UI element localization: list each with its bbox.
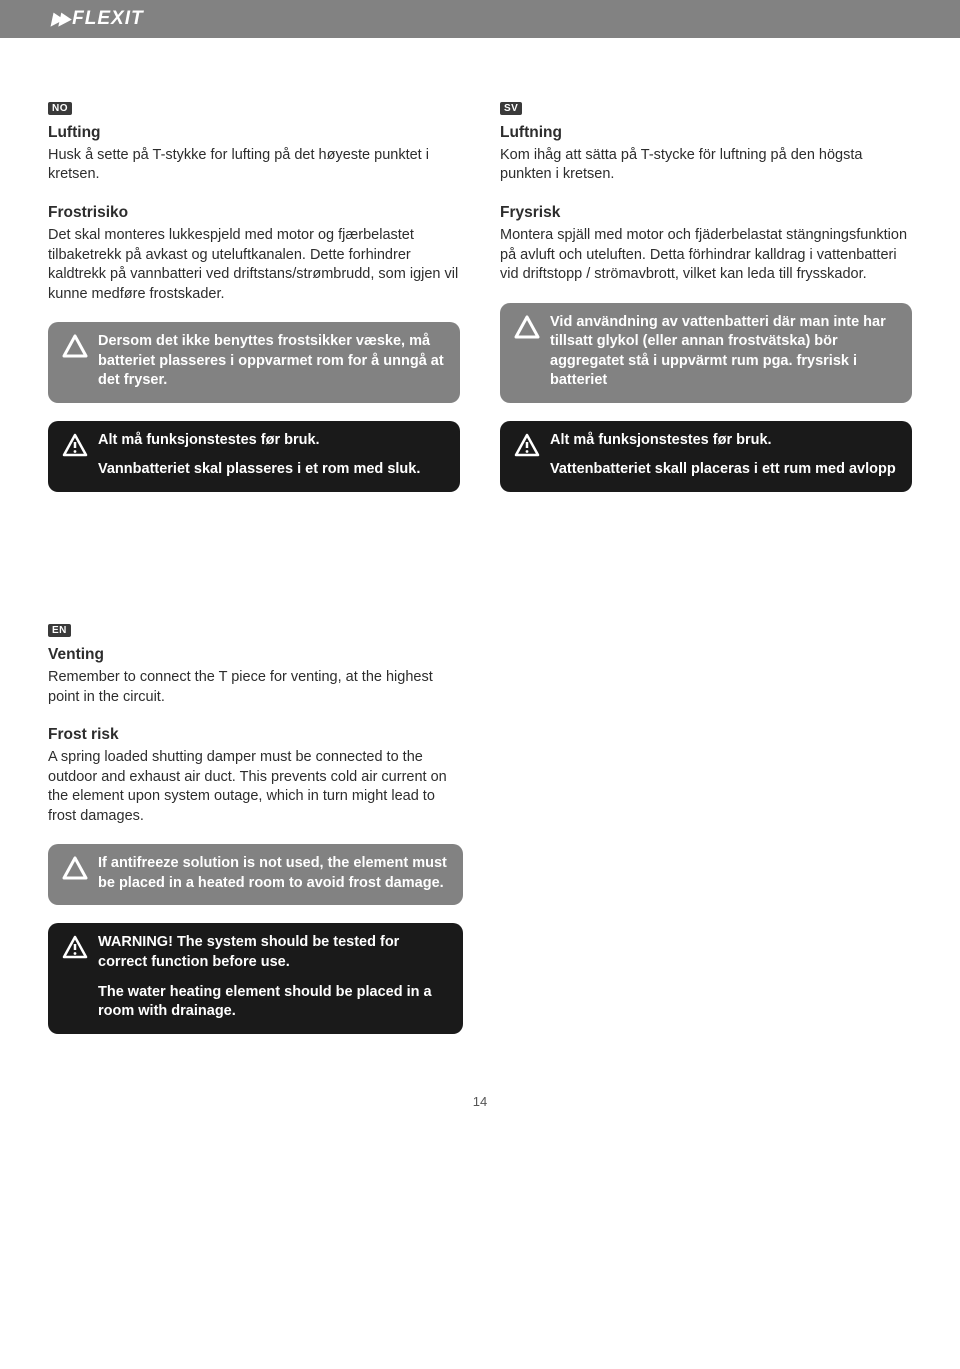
lang-tag-en: EN [48,624,71,637]
sv-section-frysrisk: Frysrisk Montera spjäll med motor och fj… [500,203,912,285]
warning-icon [514,433,540,464]
sv-grey-callout: Vid användning av vattenbatteri där man … [500,303,912,403]
no-grey-callout: Dersom det ikke benyttes frostsikker væs… [48,322,460,403]
logo: ▶▶ FLEXIT [50,8,144,30]
en-grey-text: If antifreeze solution is not used, the … [98,854,449,893]
no-lufting-title: Lufting [48,123,460,144]
sv-black-text: Alt må funksjonstestes før bruk. Vattenb… [550,431,896,480]
en-black-line2: The water heating element should be plac… [98,983,449,1022]
logo-text: FLEXIT [72,8,143,30]
triangle-icon [62,334,88,365]
en-venting-body: Remember to connect the T piece for vent… [48,668,463,707]
no-grey-text: Dersom det ikke benyttes frostsikker væs… [98,332,446,391]
en-grey-callout: If antifreeze solution is not used, the … [48,844,463,905]
sv-black-line2: Vattenbatteriet skall placeras i ett rum… [550,460,896,480]
two-column-layout: NO Lufting Husk å sette på T-stykke for … [48,98,912,510]
page-number: 14 [48,1094,912,1109]
en-black-callout: WARNING! The system should be tested for… [48,923,463,1033]
en-venting-title: Venting [48,645,463,666]
no-section-lufting: Lufting Husk å sette på T-stykke for luf… [48,123,460,185]
triangle-icon [514,315,540,346]
no-black-line2: Vannbatteriet skal plasseres i et rom me… [98,460,420,480]
triangle-icon [62,856,88,887]
sv-frysrisk-title: Frysrisk [500,203,912,224]
no-black-callout: Alt må funksjonstestes før bruk. Vannbat… [48,421,460,492]
en-section-venting: Venting Remember to connect the T piece … [48,645,463,707]
en-frostrisk-body: A spring loaded shutting damper must be … [48,748,463,826]
sv-luftning-title: Luftning [500,123,912,144]
sv-black-line1: Alt må funksjonstestes før bruk. [550,431,896,451]
sv-grey-text: Vid användning av vattenbatteri där man … [550,313,898,391]
no-lufting-body: Husk å sette på T-stykke for lufting på … [48,146,460,185]
en-section-frostrisk: Frost risk A spring loaded shutting damp… [48,725,463,826]
warning-icon [62,433,88,464]
no-black-line1: Alt må funksjonstestes før bruk. [98,431,420,451]
sv-frysrisk-body: Montera spjäll med motor och fjäderbelas… [500,226,912,285]
no-frostrisiko-body: Det skal monteres lukkespjeld med motor … [48,226,460,304]
header-bar: ▶▶ FLEXIT [0,0,960,38]
en-warning-lead: WARNING! [98,934,173,950]
lang-tag-no: NO [48,102,72,115]
no-black-text: Alt må funksjonstestes før bruk. Vannbat… [98,431,420,480]
warning-icon [62,935,88,966]
no-section-frostrisiko: Frostrisiko Det skal monteres lukkespjel… [48,203,460,304]
logo-icon: ▶▶ [51,9,66,29]
lang-tag-sv: SV [500,102,522,115]
column-sv: SV Luftning Kom ihåg att sätta på T-styc… [500,98,912,510]
en-black-text: WARNING! The system should be tested for… [98,933,449,1021]
column-no: NO Lufting Husk å sette på T-stykke for … [48,98,460,510]
en-black-line1: WARNING! The system should be tested for… [98,933,449,972]
sv-black-callout: Alt må funksjonstestes før bruk. Vattenb… [500,421,912,492]
sv-section-luftning: Luftning Kom ihåg att sätta på T-stycke … [500,123,912,185]
sv-luftning-body: Kom ihåg att sätta på T-stycke för luftn… [500,146,912,185]
page-content: NO Lufting Husk å sette på T-stykke for … [0,38,960,1149]
en-frostrisk-title: Frost risk [48,725,463,746]
column-en: EN Venting Remember to connect the T pie… [48,620,463,1034]
no-frostrisiko-title: Frostrisiko [48,203,460,224]
